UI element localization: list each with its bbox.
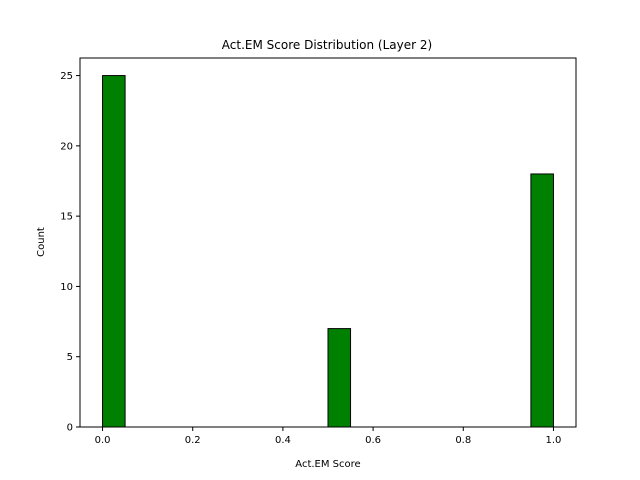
y-axis-label: Count <box>36 227 47 257</box>
chart-title: Act.EM Score Distribution (Layer 2) <box>222 38 432 52</box>
y-tick-label: 15 <box>60 212 73 223</box>
x-tick-label: 0.0 <box>95 435 111 446</box>
x-tick-label: 0.2 <box>185 435 201 446</box>
x-tick-label: 0.8 <box>455 435 471 446</box>
bars-layer <box>102 75 554 428</box>
x-tick-label: 0.6 <box>365 435 381 446</box>
x-tick-label: 0.4 <box>275 435 291 446</box>
y-tick-label: 10 <box>60 282 73 293</box>
plot-frame <box>79 57 577 428</box>
y-tick-label: 0 <box>67 423 73 434</box>
y-tick-label: 25 <box>60 71 73 82</box>
histogram-bar-1 <box>327 328 352 428</box>
histogram-bar-2 <box>530 173 554 428</box>
x-axis-label: Act.EM Score <box>295 459 360 470</box>
y-tick-label: 5 <box>67 352 73 363</box>
x-axis-ticks: 0.0 0.2 0.4 0.6 0.8 1.0 <box>95 427 562 446</box>
x-tick-label: 1.0 <box>546 435 562 446</box>
histogram-bar-0 <box>102 75 126 428</box>
y-tick-label: 20 <box>60 141 73 152</box>
y-axis-ticks: 0 5 10 15 20 25 <box>60 71 80 434</box>
